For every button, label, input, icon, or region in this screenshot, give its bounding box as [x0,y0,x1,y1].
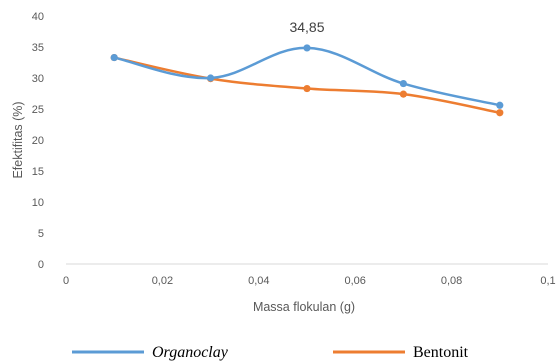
y-tick-label: 10 [32,197,44,209]
data-point-organoclay [303,44,311,52]
data-series [110,44,504,117]
y-tick-label: 0 [38,259,44,271]
data-point-organoclay [110,53,118,62]
x-axis-title: Massa flokulan (g) [253,300,355,314]
data-label: 34,85 [289,19,324,35]
x-tick-label: 0,04 [248,275,269,287]
y-tick-label: 25 [32,104,44,116]
x-tick-label: 0,1 [540,275,555,287]
y-axis-title: Efektifitas (%) [11,101,25,178]
y-tick-label: 40 [32,11,44,23]
y-tick-label: 15 [32,166,44,178]
x-tick-label: 0,08 [441,275,462,287]
x-tick-label: 0 [63,275,69,287]
series-line-organoclay [112,46,502,107]
y-tick-label: 30 [32,73,44,85]
data-point-organoclay [207,74,215,82]
data-point-bentonit [399,90,407,98]
tick-labels: 0 5 10 15 20 25 30 35 40 0 0,02 0,04 0,06 0,08 0,1 [32,11,556,287]
data-point-organoclay [399,79,407,88]
annotations: 34,85 [289,19,324,35]
legend-label-bentonit: Bentonit [413,344,469,361]
legend-label-organoclay: Organoclay [152,344,229,361]
y-tick-label: 5 [38,228,44,240]
y-tick-label: 35 [32,42,44,54]
x-tick-label: 0,02 [152,275,173,287]
data-point-bentonit [496,109,504,117]
legend: Organoclay Bentonit [72,344,469,361]
x-tick-label: 0,06 [344,275,365,287]
data-point-organoclay [496,101,504,109]
data-point-bentonit [303,84,311,93]
y-tick-label: 20 [32,135,44,147]
